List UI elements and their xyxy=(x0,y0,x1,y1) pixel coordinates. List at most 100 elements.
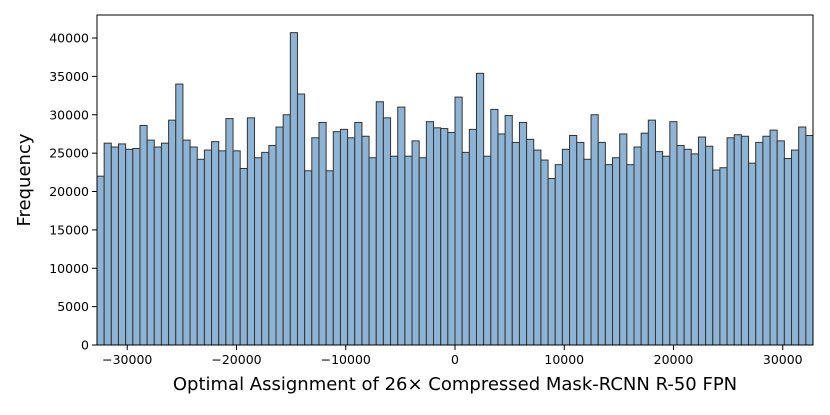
histogram-bar xyxy=(339,128,349,346)
histogram-bar xyxy=(132,148,141,346)
histogram-bar xyxy=(182,139,191,346)
histogram-bar xyxy=(683,148,692,346)
histogram-bar xyxy=(511,141,520,346)
histogram-bar xyxy=(755,141,764,346)
histogram-bar xyxy=(117,143,127,346)
histogram-bar xyxy=(418,157,427,346)
y-tick-label: 20000 xyxy=(49,184,89,199)
histogram-bar xyxy=(640,132,649,346)
histogram-bar xyxy=(590,114,599,346)
histogram-bar xyxy=(569,134,578,346)
histogram-bar xyxy=(619,133,628,346)
histogram-bar xyxy=(404,155,413,346)
histogram-bar xyxy=(526,138,535,346)
histogram-bar xyxy=(296,93,306,346)
histogram-bar xyxy=(390,155,399,346)
histogram-bar xyxy=(740,135,750,346)
histogram-bar xyxy=(547,177,556,346)
histogram-bar xyxy=(433,127,442,346)
histogram-bar xyxy=(275,126,284,346)
histogram-bar xyxy=(368,157,377,346)
histogram-bar xyxy=(697,136,707,346)
y-tick-label: 30000 xyxy=(49,107,89,122)
histogram-bar xyxy=(454,96,463,346)
histogram-bar xyxy=(676,144,685,346)
histogram-bar xyxy=(261,151,270,346)
histogram-bar xyxy=(225,118,234,346)
y-tick-label: 40000 xyxy=(49,31,89,46)
histogram-bar xyxy=(254,157,263,346)
histogram-bar xyxy=(461,151,470,346)
histogram-bar xyxy=(662,155,671,346)
histogram-bar xyxy=(146,139,155,346)
histogram-bar xyxy=(282,114,291,346)
histogram-bar xyxy=(583,158,592,346)
histogram-bar xyxy=(776,140,785,346)
y-tick-label: 0 xyxy=(81,338,89,353)
histogram-bar xyxy=(96,175,105,346)
histogram-bar xyxy=(490,108,499,346)
y-tick-label: 10000 xyxy=(49,261,89,276)
histogram-bar xyxy=(798,126,807,346)
histogram-bar xyxy=(654,151,664,346)
histogram-bar xyxy=(440,128,449,346)
histogram-bar xyxy=(160,142,170,346)
histogram-bar xyxy=(690,153,699,346)
histogram-bar xyxy=(733,134,742,346)
histogram-bar xyxy=(712,169,721,346)
y-tick-label: 35000 xyxy=(49,69,89,84)
x-tick-label: −10000 xyxy=(321,352,371,367)
histogram-bar xyxy=(497,133,506,346)
histogram-bar xyxy=(196,158,205,346)
histogram-bar xyxy=(139,125,148,346)
x-axis-ticks: −30000 −20000 −10000 0 10000 20000 30000 xyxy=(102,345,803,367)
y-tick-label: 25000 xyxy=(49,146,89,161)
histogram-bar xyxy=(612,157,621,346)
x-tick-label: 30000 xyxy=(763,352,803,367)
histogram-bar xyxy=(425,121,435,346)
y-tick-label: 15000 xyxy=(49,222,89,237)
x-tick-label: 10000 xyxy=(544,352,584,367)
histogram-bar xyxy=(311,137,320,346)
histogram-bar xyxy=(748,162,757,346)
x-tick-label: −20000 xyxy=(211,352,261,367)
histogram-bar xyxy=(783,158,793,346)
histogram-bar xyxy=(332,131,341,346)
histogram-bar xyxy=(232,150,241,346)
histogram-bar xyxy=(533,149,542,346)
histogram-bar xyxy=(318,121,327,346)
histogram-bar xyxy=(719,167,728,346)
histogram-bar xyxy=(604,164,614,346)
histogram-bar xyxy=(203,149,213,346)
histogram-bar xyxy=(540,159,549,346)
histogram-bar xyxy=(268,144,277,346)
y-axis-ticks: 0 5000 10000 15000 20000 25000 30000 35000 40000 xyxy=(49,31,97,353)
histogram-bar xyxy=(347,137,356,346)
histogram-bar xyxy=(361,135,370,346)
x-tick-label: −30000 xyxy=(102,352,152,367)
histogram-bar xyxy=(153,146,162,346)
histogram-bar xyxy=(504,115,513,346)
histogram-bar xyxy=(468,128,477,346)
histogram-bar xyxy=(375,101,384,346)
histogram-bar xyxy=(189,146,198,346)
histogram-bar xyxy=(576,141,585,346)
x-tick-label: 0 xyxy=(451,352,459,367)
histogram-bar xyxy=(791,149,800,346)
histogram-bar xyxy=(762,135,771,346)
histogram-bar xyxy=(325,170,334,346)
histogram-bar xyxy=(175,83,184,346)
histogram-bar xyxy=(626,164,635,346)
histogram-bar xyxy=(633,146,642,346)
histogram-bar xyxy=(397,106,406,346)
histogram-bar xyxy=(239,167,248,346)
histogram-bar xyxy=(125,148,134,346)
histogram-bar xyxy=(411,140,420,346)
histogram-bar xyxy=(354,121,363,346)
x-tick-label: 20000 xyxy=(654,352,694,367)
histogram-bar xyxy=(518,121,528,346)
histogram-bar xyxy=(304,170,313,346)
x-axis-title: Optimal Assignment of 26× Compressed Mas… xyxy=(173,374,737,395)
histogram-bar xyxy=(382,117,392,346)
